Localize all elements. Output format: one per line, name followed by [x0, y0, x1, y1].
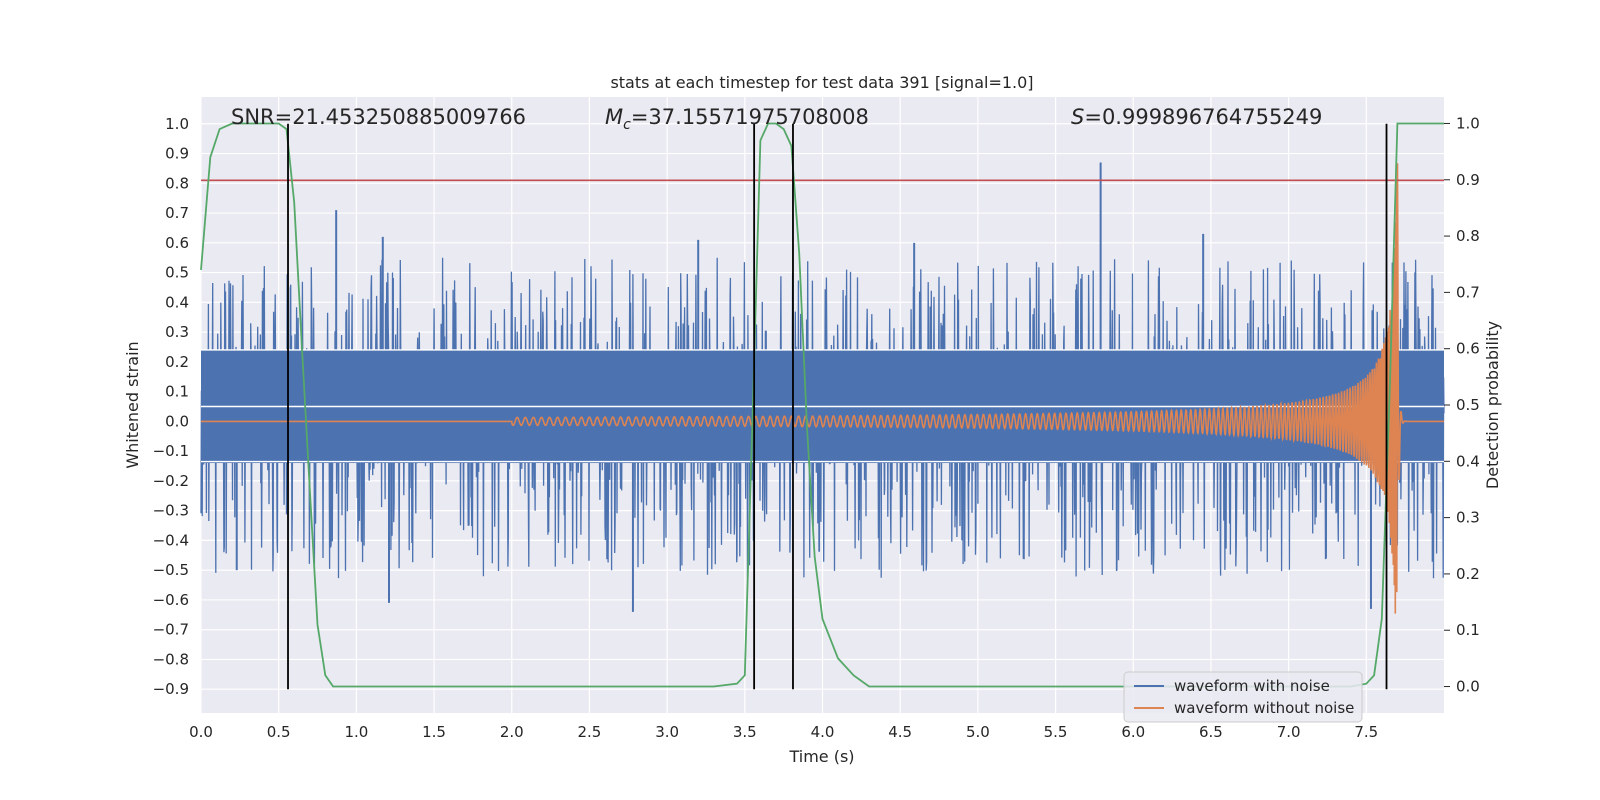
y-right-tick-label: 0.8	[1456, 227, 1480, 245]
noise-layer	[200, 162, 1445, 612]
y-tick-label: −0.5	[153, 561, 189, 579]
chirp-mass-symbol: M	[605, 105, 623, 129]
x-tick-label: 5.0	[966, 723, 990, 741]
y-tick-label: 0.2	[165, 353, 189, 371]
x-tick-label: 5.5	[1044, 723, 1068, 741]
y-right-tick-label: 0.5	[1456, 396, 1480, 414]
x-tick-label: 3.5	[733, 723, 757, 741]
x-tick-label: 1.5	[422, 723, 446, 741]
y-tick-label: 0.1	[165, 383, 189, 401]
legend-box	[1123, 671, 1363, 723]
x-tick-label: 0.0	[189, 723, 213, 741]
y-right-tick-label: 0.1	[1456, 621, 1480, 639]
y-tick-label: −0.3	[153, 502, 189, 520]
y-tick-label: −0.2	[153, 472, 189, 490]
chirp-mass-subscript: c	[623, 117, 631, 133]
x-tick-label: 7.0	[1277, 723, 1301, 741]
y-right-tick-label: 0.2	[1456, 565, 1480, 583]
detection-score-annotation: S=0.999896764755249	[1071, 105, 1322, 129]
y-tick-label: −0.4	[153, 531, 189, 549]
y-right-tick-label: 0.4	[1456, 452, 1480, 470]
chirp-mass-value: =37.15571975708008	[631, 105, 869, 129]
y-tick-label: 0.4	[165, 293, 189, 311]
x-tick-label: 2.5	[578, 723, 602, 741]
y-right-tick-label: 1.0	[1456, 114, 1480, 132]
x-tick-label: 6.5	[1199, 723, 1223, 741]
legend-label-clean: waveform without noise	[1174, 699, 1354, 717]
y-tick-label: 0.7	[165, 204, 189, 222]
x-tick-label: 1.0	[344, 723, 368, 741]
y-tick-label: 0.0	[165, 412, 189, 430]
y-tick-label: 0.8	[165, 174, 189, 192]
y-tick-label: −0.6	[153, 591, 189, 609]
chirp-mass-annotation: Mc=37.15571975708008	[605, 105, 869, 133]
x-tick-label: 0.5	[267, 723, 291, 741]
y-tick-label: −0.7	[153, 621, 189, 639]
detection-score-value: =0.999896764755249	[1084, 105, 1322, 129]
y-tick-label: 0.5	[165, 264, 189, 282]
legend-label-noise: waveform with noise	[1174, 677, 1330, 695]
y-tick-label: −0.1	[153, 442, 189, 460]
y-tick-label: −0.9	[153, 680, 189, 698]
y-tick-label: 1.0	[165, 115, 189, 133]
legend: waveform with noise waveform without noi…	[1123, 671, 1363, 723]
y-tick-label: −0.8	[153, 650, 189, 668]
x-tick-label: 4.0	[811, 723, 835, 741]
y-right-tick-label: 0.7	[1456, 283, 1480, 301]
x-tick-label: 2.0	[500, 723, 524, 741]
y-tick-label: 0.9	[165, 145, 189, 163]
y-axis-label: Whitened strain	[123, 341, 142, 468]
y-tick-label: 0.6	[165, 234, 189, 252]
y-right-tick-label: 0.0	[1456, 678, 1480, 696]
x-tick-label: 3.0	[655, 723, 679, 741]
detection-score-symbol: S	[1071, 105, 1084, 129]
line-layer	[200, 122, 1444, 690]
y-right-tick-label: 0.3	[1456, 509, 1480, 527]
chart-title: stats at each timestep for test data 391…	[610, 73, 1033, 92]
snr-annotation: SNR=21.453250885009766	[231, 105, 526, 129]
x-tick-label: 4.5	[888, 723, 912, 741]
series-waveform-without-noise	[201, 163, 1444, 614]
x-axis-label: Time (s)	[788, 747, 854, 766]
y-right-axis-label: Detection probability	[1483, 321, 1502, 489]
x-tick-label: 6.0	[1121, 723, 1145, 741]
tick-layer: 1.0 0.9 0.8 0.7 0.6 0.5 0.4 0.3 0.2 0.1 0.0 −0.1 −0.…	[153, 114, 1480, 741]
y-right-tick-label: 0.6	[1456, 340, 1480, 358]
y-right-tick-label: 0.9	[1456, 171, 1480, 189]
y-tick-label: 0.3	[165, 323, 189, 341]
x-tick-label: 7.5	[1354, 723, 1378, 741]
